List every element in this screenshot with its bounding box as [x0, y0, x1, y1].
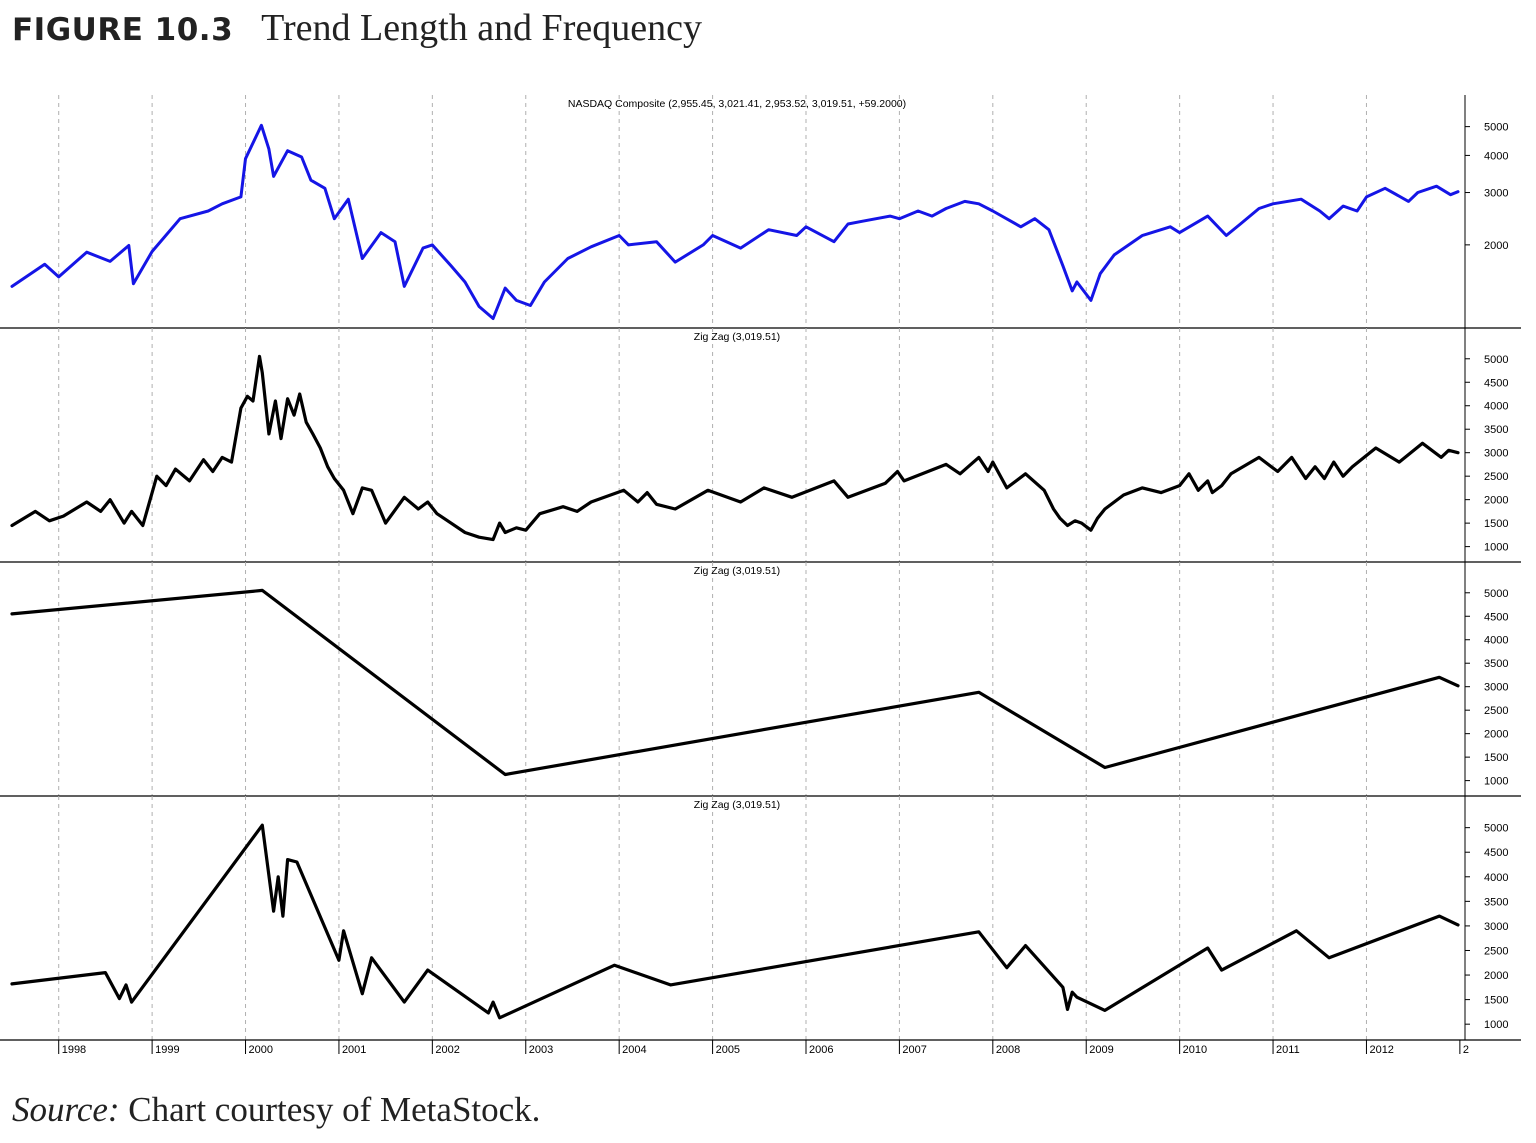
x-tick-label: 2: [1463, 1044, 1469, 1056]
y-tick-label: 4500: [1484, 377, 1508, 389]
x-tick-label: 2011: [1276, 1044, 1300, 1056]
figure-header: FIGURE 10.3 Trend Length and Frequency: [12, 6, 702, 52]
y-tick-label: 3000: [1484, 188, 1508, 200]
y-tick-label: 3500: [1484, 424, 1508, 436]
x-tick-label: 2005: [716, 1044, 740, 1056]
y-tick-label: 1500: [1484, 752, 1508, 764]
y-tick-label: 1000: [1484, 1019, 1508, 1031]
y-tick-label: 4500: [1484, 611, 1508, 623]
y-tick-label: 4000: [1484, 150, 1508, 162]
y-tick-label: 4000: [1484, 635, 1508, 647]
series-line: [10, 354, 1460, 542]
y-tick-label: 1500: [1484, 995, 1508, 1007]
y-tick-label: 5000: [1484, 823, 1508, 835]
x-tick-label: 1998: [62, 1044, 86, 1056]
panel-2: 1000 1500 2000 2500 3000 3500 4000 4500 5000 Zig …: [0, 328, 1521, 563]
panel-title: Zig Zag (3,019.51): [694, 565, 780, 577]
figure-label: FIGURE 10.3: [12, 12, 234, 48]
y-tick-label: 1500: [1484, 518, 1508, 530]
x-tick-label: 2004: [622, 1044, 646, 1056]
y-tick-label: 4000: [1484, 872, 1508, 884]
x-tick-label: 2010: [1183, 1044, 1207, 1056]
x-tick-label: 2000: [249, 1044, 273, 1056]
panel-title: Zig Zag (3,019.51): [694, 331, 780, 343]
y-tick-label: 3000: [1484, 448, 1508, 460]
panel-3: 1000 1500 2000 2500 3000 3500 4000 4500 5000 Zig …: [0, 562, 1521, 797]
x-tick-label: 2003: [529, 1044, 553, 1056]
y-tick-label: 2500: [1484, 471, 1508, 483]
series-line: [10, 588, 1460, 777]
x-tick-label: 2002: [435, 1044, 459, 1056]
series-line: [10, 123, 1460, 320]
panel-title: Zig Zag (3,019.51): [694, 799, 780, 811]
x-tick-label: 2007: [902, 1044, 926, 1056]
panel-4: 1000 1500 2000 2500 3000 3500 4000 4500 5000 Zig …: [0, 796, 1521, 1056]
x-tick-label: 2006: [809, 1044, 833, 1056]
y-tick-label: 2000: [1484, 495, 1508, 507]
y-tick-label: 1000: [1484, 776, 1508, 788]
y-tick-label: 4000: [1484, 401, 1508, 413]
y-tick-label: 3000: [1484, 682, 1508, 694]
y-tick-label: 5000: [1484, 354, 1508, 366]
source-text: Chart courtesy of MetaStock.: [128, 1090, 541, 1129]
y-tick-label: 1000: [1484, 542, 1508, 554]
source-caption: Source: Chart courtesy of MetaStock.: [12, 1090, 540, 1130]
x-tick-label: 2001: [342, 1044, 366, 1056]
x-tick-label: 2009: [1089, 1044, 1113, 1056]
y-tick-label: 4500: [1484, 847, 1508, 859]
y-tick-label: 2000: [1484, 240, 1508, 252]
panel-title: NASDAQ Composite (2,955.45, 3,021.41, 2,…: [568, 98, 906, 110]
y-tick-label: 5000: [1484, 588, 1508, 600]
x-tick-label: 2008: [996, 1044, 1020, 1056]
x-tick-label: 1999: [155, 1044, 179, 1056]
y-tick-label: 2500: [1484, 705, 1508, 717]
source-label: Source:: [12, 1090, 120, 1129]
y-tick-label: 2500: [1484, 945, 1508, 957]
y-tick-label: 3500: [1484, 896, 1508, 908]
figure-title: Trend Length and Frequency: [261, 7, 702, 49]
panel-1: 2000 3000 4000 5000 NASDAQ Composite (2,955.…: [0, 95, 1521, 329]
y-tick-label: 3000: [1484, 921, 1508, 933]
series-line: [10, 823, 1460, 1020]
y-tick-label: 2000: [1484, 970, 1508, 982]
y-tick-label: 2000: [1484, 729, 1508, 741]
x-tick-label: 2012: [1369, 1044, 1393, 1056]
y-tick-label: 5000: [1484, 122, 1508, 134]
y-tick-label: 3500: [1484, 658, 1508, 670]
